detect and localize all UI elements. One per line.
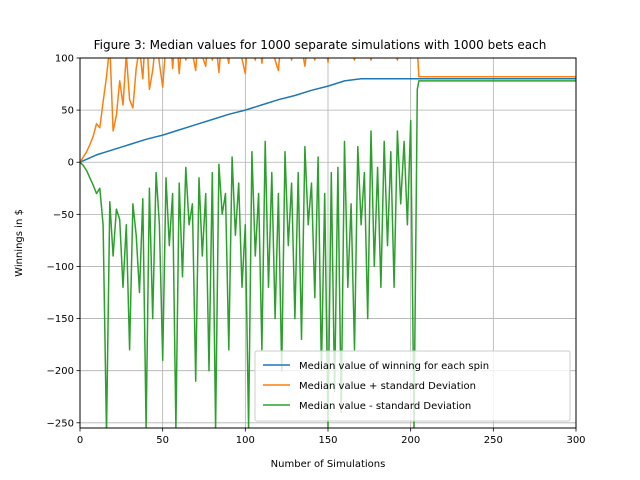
legend-box — [254, 350, 571, 422]
x-tick-label: 300 — [566, 435, 585, 446]
y-tick-label: −250 — [47, 418, 74, 429]
x-tick-label: 250 — [484, 435, 503, 446]
x-axis-label: Number of Simulations — [271, 459, 386, 470]
series-line-2 — [80, 58, 576, 163]
x-tick-label: 50 — [156, 435, 169, 446]
y-tick-label: −100 — [47, 262, 74, 273]
chart-title: Figure 3: Median values for 1000 separat… — [94, 38, 547, 52]
y-axis-label: Winnings in $ — [14, 209, 25, 277]
y-tick-label: 50 — [61, 106, 74, 117]
legend-label: Median value + standard Deviation — [299, 381, 476, 392]
legend: Median value of winning for each spin Med… — [254, 350, 571, 422]
x-tick-label: 100 — [236, 435, 255, 446]
y-tick-label: −200 — [47, 366, 74, 377]
series-layer — [80, 58, 576, 428]
legend-label: Median value - standard Deviation — [299, 401, 471, 412]
x-tick-label: 150 — [318, 435, 337, 446]
legend-label: Median value of winning for each spin — [299, 361, 489, 372]
series-line-3 — [80, 80, 576, 428]
y-tick-label: 100 — [55, 54, 74, 65]
y-tick-label: −50 — [53, 210, 74, 221]
y-tick-label: 0 — [68, 158, 74, 169]
x-axis-ticks: 0 50 100 150 200 250 300 — [77, 428, 586, 446]
series-line-1 — [80, 78, 576, 163]
x-tick-label: 0 — [77, 435, 83, 446]
x-tick-label: 200 — [401, 435, 420, 446]
y-tick-label: −150 — [47, 314, 74, 325]
y-axis-ticks: −250 −200 −150 −100 −50 0 50 100 — [47, 54, 80, 429]
